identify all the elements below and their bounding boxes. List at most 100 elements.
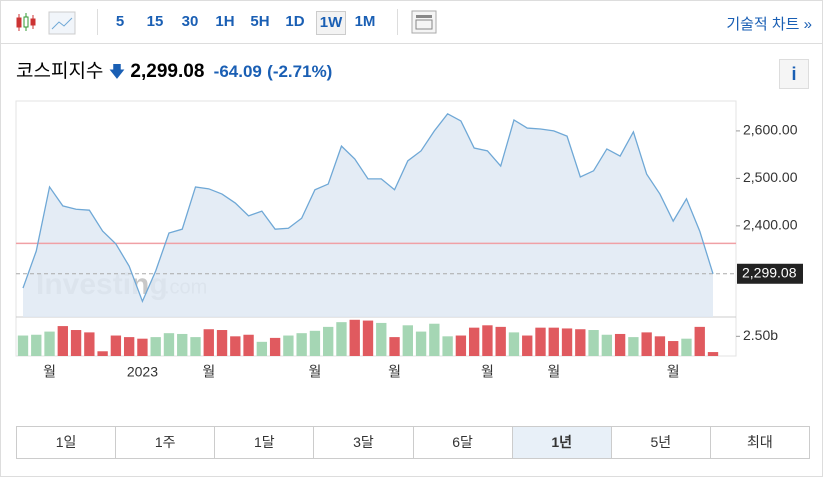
- x-tick-label: 월: [547, 364, 560, 380]
- volume-bar: [654, 336, 666, 356]
- volume-bar: [230, 336, 241, 356]
- volume-bar: [203, 329, 214, 356]
- volume-bar: [429, 323, 440, 356]
- volume-bar: [123, 337, 135, 356]
- y-tick-label: 2,400.00: [743, 217, 798, 233]
- volume-bar: [177, 333, 188, 356]
- interval-button[interactable]: 5H: [250, 13, 270, 30]
- volume-bar: [137, 338, 148, 356]
- volume-bar: [349, 319, 360, 356]
- volume-bar: [323, 326, 334, 356]
- volume-bar: [269, 337, 281, 356]
- range-button[interactable]: 1일: [55, 434, 77, 450]
- change-percent: (-2.71%): [267, 62, 333, 81]
- interval-button[interactable]: 1H: [215, 13, 235, 30]
- x-tick-label: 월: [667, 364, 680, 380]
- x-tick-label: 월: [308, 364, 321, 380]
- volume-bar: [641, 332, 652, 356]
- x-tick-label: 월: [43, 364, 56, 380]
- volume-bar: [163, 333, 175, 356]
- toolbar: 기술적 차트 » 5 15 30 1H 5H 1D 1W 1M: [1, 1, 822, 44]
- volume-bar: [548, 327, 559, 356]
- interval-button[interactable]: 5: [115, 13, 125, 30]
- interval-button[interactable]: 15: [146, 13, 164, 30]
- volume-bar: [190, 337, 201, 356]
- volume-bar: [70, 330, 82, 356]
- chart: Investing.com2,400.002,500.002,600.002,2…: [15, 100, 803, 380]
- volume-bar: [97, 351, 108, 356]
- range-button[interactable]: 최대: [709, 427, 809, 458]
- volume-bar: [522, 335, 533, 356]
- volume-bar: [216, 330, 228, 356]
- volume-bar: [588, 330, 599, 356]
- x-tick-label: 월: [388, 364, 401, 380]
- y-tick-label: 2,600.00: [743, 122, 798, 138]
- range-button[interactable]: 3달: [313, 427, 412, 458]
- volume-bar: [376, 322, 387, 356]
- volume-bar: [309, 330, 321, 356]
- volume-bar: [694, 326, 705, 356]
- volume-tick-label: 2.50b: [743, 327, 778, 343]
- range-button[interactable]: 1주: [115, 427, 214, 458]
- range-selector: 1일 1주 1달 3달 6달 1년 5년 최대: [16, 426, 810, 459]
- volume-bar: [389, 337, 400, 356]
- volume-bar: [508, 332, 520, 356]
- separator: [397, 9, 398, 35]
- volume-bar: [468, 327, 480, 356]
- volume-bar: [575, 329, 586, 356]
- x-tick-label: 월: [481, 364, 494, 380]
- volume-bar: [495, 326, 506, 356]
- change: -64.09: [213, 62, 262, 81]
- instrument-name: 코스피지수: [16, 61, 104, 82]
- volume-bar: [561, 328, 573, 356]
- interval-button[interactable]: 1W: [316, 11, 346, 35]
- price-area: [23, 113, 713, 317]
- range-button[interactable]: 1년: [511, 427, 611, 458]
- interval-button[interactable]: 30: [181, 13, 199, 30]
- range-button[interactable]: 6달: [412, 427, 512, 458]
- volume-bar: [17, 335, 29, 356]
- quote-header: 코스피지수 🡇 2,299.08 -64.09 (-2.71%): [16, 56, 332, 88]
- separator: [97, 9, 98, 35]
- volume-bar: [415, 331, 427, 356]
- last-price-label: 2,299.08: [742, 264, 797, 280]
- chart-style-icons[interactable]: [15, 11, 85, 35]
- volume-bar: [628, 337, 639, 356]
- volume-bar: [31, 334, 42, 356]
- volume-bar: [482, 325, 493, 356]
- volume-bar: [150, 337, 161, 356]
- volume-bar: [535, 327, 546, 356]
- volume-bar: [336, 322, 347, 356]
- interval-button[interactable]: 1M: [354, 13, 376, 30]
- volume-bar: [614, 333, 626, 356]
- volume-bar: [283, 335, 294, 356]
- volume-bar: [296, 333, 307, 356]
- technical-chart-link[interactable]: 기술적 차트 »: [726, 16, 812, 33]
- y-tick-label: 2,500.00: [743, 169, 798, 185]
- volume-bar: [442, 336, 453, 356]
- volume-bar: [402, 325, 413, 356]
- volume-bar: [84, 332, 95, 356]
- layout-icon[interactable]: [411, 10, 437, 34]
- plot-border: [15, 100, 737, 357]
- volume-bar: [57, 326, 68, 356]
- last-price-box: [737, 263, 803, 284]
- range-button[interactable]: 1달: [214, 427, 313, 458]
- volume-bar: [455, 335, 467, 356]
- price: 2,299.08: [130, 61, 205, 82]
- volume-bar: [601, 334, 613, 356]
- down-arrow: 🡇: [108, 64, 126, 81]
- x-tick-label: 월: [202, 364, 215, 380]
- volume-bar: [44, 331, 55, 356]
- interval-button[interactable]: 1D: [285, 13, 305, 30]
- volume-bar: [243, 334, 254, 356]
- x-tick-label: 2023: [127, 364, 158, 380]
- volume-bar: [362, 320, 374, 356]
- volume-bar: [668, 341, 679, 356]
- volume-bar: [110, 335, 122, 356]
- price-line: [22, 112, 714, 304]
- info-button[interactable]: i: [779, 59, 809, 89]
- range-button[interactable]: 5년: [610, 427, 710, 458]
- volume-bar: [681, 338, 692, 356]
